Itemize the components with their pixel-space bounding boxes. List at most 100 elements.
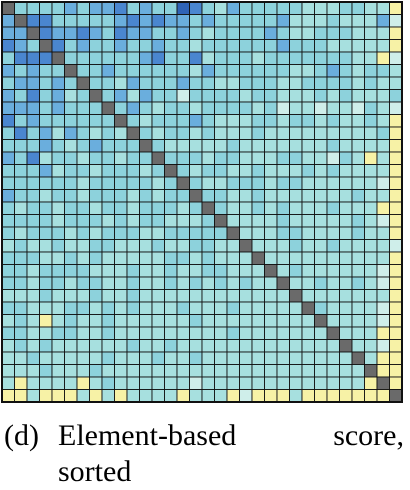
heatmap-cell bbox=[376, 51, 390, 65]
heatmap-cell bbox=[226, 51, 240, 65]
heatmap-cell bbox=[39, 314, 53, 328]
heatmap-cell bbox=[26, 76, 40, 90]
heatmap-cell bbox=[289, 151, 303, 165]
heatmap-cell bbox=[189, 326, 203, 340]
heatmap-cell bbox=[189, 89, 203, 103]
heatmap-cell-diagonal bbox=[339, 339, 353, 353]
heatmap-cell bbox=[389, 164, 403, 178]
heatmap-cell bbox=[276, 389, 290, 403]
heatmap-cell bbox=[39, 351, 53, 365]
heatmap-cell bbox=[89, 226, 103, 240]
heatmap-cell bbox=[14, 1, 28, 15]
heatmap-cell bbox=[39, 226, 53, 240]
heatmap-cell bbox=[101, 289, 115, 303]
heatmap-cell bbox=[339, 214, 353, 228]
heatmap-cell bbox=[164, 339, 178, 353]
heatmap-cell bbox=[39, 251, 53, 265]
heatmap-cell bbox=[26, 189, 40, 203]
heatmap-cell bbox=[351, 239, 365, 253]
heatmap-cell bbox=[239, 201, 253, 215]
heatmap-cell bbox=[364, 139, 378, 153]
heatmap-cell bbox=[226, 64, 240, 78]
heatmap-cell bbox=[251, 301, 265, 315]
heatmap-cell bbox=[264, 314, 278, 328]
heatmap-cell bbox=[189, 51, 203, 65]
heatmap-cell bbox=[339, 314, 353, 328]
heatmap-cell bbox=[389, 89, 403, 103]
heatmap-cell bbox=[1, 51, 15, 65]
heatmap-cell bbox=[289, 364, 303, 378]
heatmap-cell bbox=[239, 364, 253, 378]
heatmap-cell bbox=[101, 376, 115, 390]
heatmap-cell bbox=[14, 301, 28, 315]
heatmap-cell bbox=[101, 264, 115, 278]
heatmap-cell bbox=[14, 164, 28, 178]
heatmap-cell bbox=[389, 264, 403, 278]
heatmap-cell bbox=[289, 326, 303, 340]
heatmap-cell bbox=[39, 289, 53, 303]
heatmap-cell bbox=[64, 176, 78, 190]
heatmap-cell bbox=[39, 201, 53, 215]
heatmap-cell bbox=[151, 76, 165, 90]
heatmap-cell bbox=[101, 251, 115, 265]
heatmap-cell bbox=[126, 251, 140, 265]
heatmap-cell bbox=[276, 139, 290, 153]
heatmap-cell bbox=[114, 164, 128, 178]
heatmap-cell bbox=[176, 139, 190, 153]
heatmap-cell bbox=[201, 1, 215, 15]
heatmap-cell bbox=[64, 276, 78, 290]
heatmap-cell bbox=[364, 264, 378, 278]
heatmap-cell bbox=[14, 326, 28, 340]
heatmap-cell bbox=[151, 201, 165, 215]
heatmap-cell bbox=[64, 214, 78, 228]
heatmap-cell bbox=[314, 189, 328, 203]
heatmap-cell bbox=[26, 276, 40, 290]
heatmap-cell bbox=[101, 39, 115, 53]
heatmap-cell bbox=[264, 301, 278, 315]
heatmap-cell bbox=[14, 51, 28, 65]
heatmap-cell bbox=[101, 226, 115, 240]
heatmap-cell bbox=[139, 176, 153, 190]
heatmap-cell bbox=[164, 114, 178, 128]
heatmap-cell bbox=[14, 126, 28, 140]
heatmap-cell bbox=[51, 364, 65, 378]
heatmap-cell bbox=[301, 389, 315, 403]
heatmap-cell-diagonal bbox=[126, 126, 140, 140]
heatmap-cell-diagonal bbox=[376, 376, 390, 390]
heatmap-cell bbox=[214, 264, 228, 278]
heatmap-cell bbox=[226, 264, 240, 278]
heatmap-cell bbox=[1, 114, 15, 128]
heatmap-cell bbox=[1, 326, 15, 340]
heatmap-cell bbox=[326, 201, 340, 215]
heatmap-cell bbox=[26, 214, 40, 228]
heatmap-cell bbox=[189, 364, 203, 378]
heatmap-cell bbox=[89, 276, 103, 290]
heatmap-cell bbox=[26, 201, 40, 215]
heatmap-cell bbox=[126, 226, 140, 240]
heatmap-cell bbox=[301, 326, 315, 340]
heatmap-cell bbox=[126, 301, 140, 315]
heatmap-cell bbox=[201, 226, 215, 240]
heatmap-cell bbox=[326, 314, 340, 328]
heatmap-cell bbox=[314, 226, 328, 240]
heatmap-cell bbox=[201, 376, 215, 390]
heatmap-cell bbox=[389, 51, 403, 65]
heatmap-cell bbox=[326, 64, 340, 78]
heatmap-cell bbox=[201, 351, 215, 365]
heatmap-cell bbox=[326, 289, 340, 303]
heatmap-cell bbox=[139, 64, 153, 78]
heatmap-cell bbox=[189, 251, 203, 265]
heatmap-cell bbox=[389, 364, 403, 378]
heatmap-cell bbox=[176, 201, 190, 215]
heatmap-cell bbox=[51, 14, 65, 28]
heatmap-cell bbox=[189, 26, 203, 40]
heatmap-cell bbox=[364, 289, 378, 303]
heatmap-cell bbox=[14, 289, 28, 303]
heatmap-cell bbox=[201, 364, 215, 378]
heatmap-cell bbox=[364, 314, 378, 328]
heatmap-cell bbox=[139, 326, 153, 340]
heatmap-cell bbox=[76, 376, 90, 390]
heatmap-cell bbox=[364, 39, 378, 53]
heatmap-cell bbox=[376, 264, 390, 278]
heatmap-cell bbox=[264, 289, 278, 303]
